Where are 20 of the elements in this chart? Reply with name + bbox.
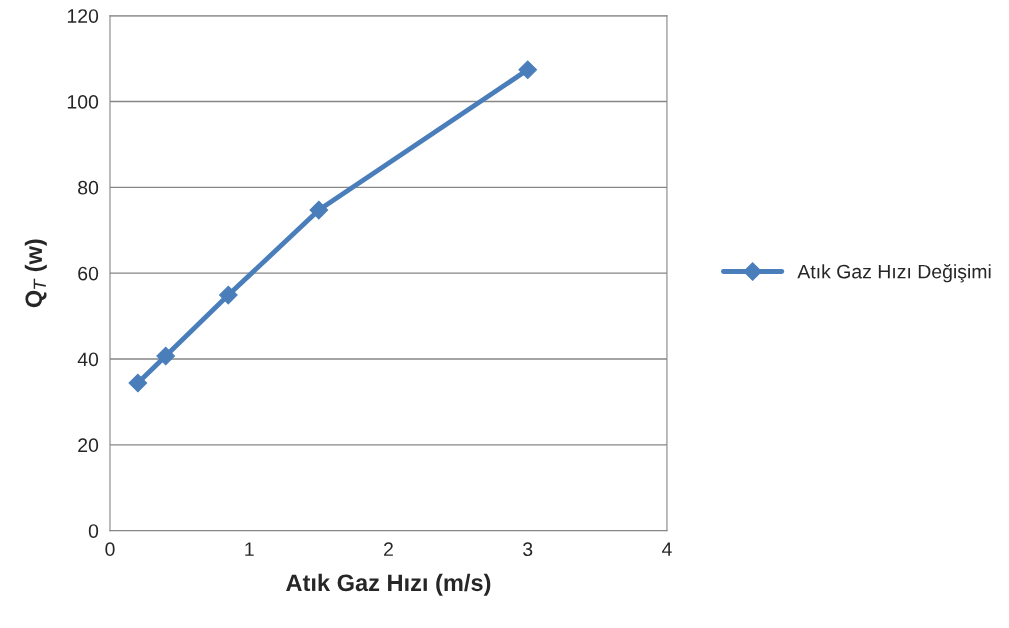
y-axis-title: Q$_{T}$ (w) — [24, 239, 47, 308]
x-axis-title: Atık Gaz Hızı (m/s) — [286, 573, 491, 596]
x-tick-label: 3 — [523, 542, 533, 557]
x-tick-label: 4 — [661, 542, 672, 556]
point — [218, 285, 238, 305]
y-tick-label: 80 — [78, 180, 99, 195]
x-tick-label: 0 — [105, 542, 115, 557]
y-tick-label: 120 — [67, 9, 99, 23]
x-tick-label: 1 — [245, 542, 254, 556]
point — [156, 346, 176, 366]
y-tick-label: 40 — [77, 352, 99, 367]
point — [128, 373, 148, 393]
y-tick-label: 100 — [67, 94, 99, 109]
point — [518, 60, 538, 80]
y-tick-label: 20 — [78, 438, 99, 453]
y-tick-label: 60 — [78, 266, 99, 281]
point — [309, 200, 329, 220]
x-tick-label: 2 — [384, 542, 393, 556]
legend-label: Atık Gaz Hızı Değişimi — [797, 263, 991, 283]
y-tick-label: 0 — [88, 524, 99, 538]
